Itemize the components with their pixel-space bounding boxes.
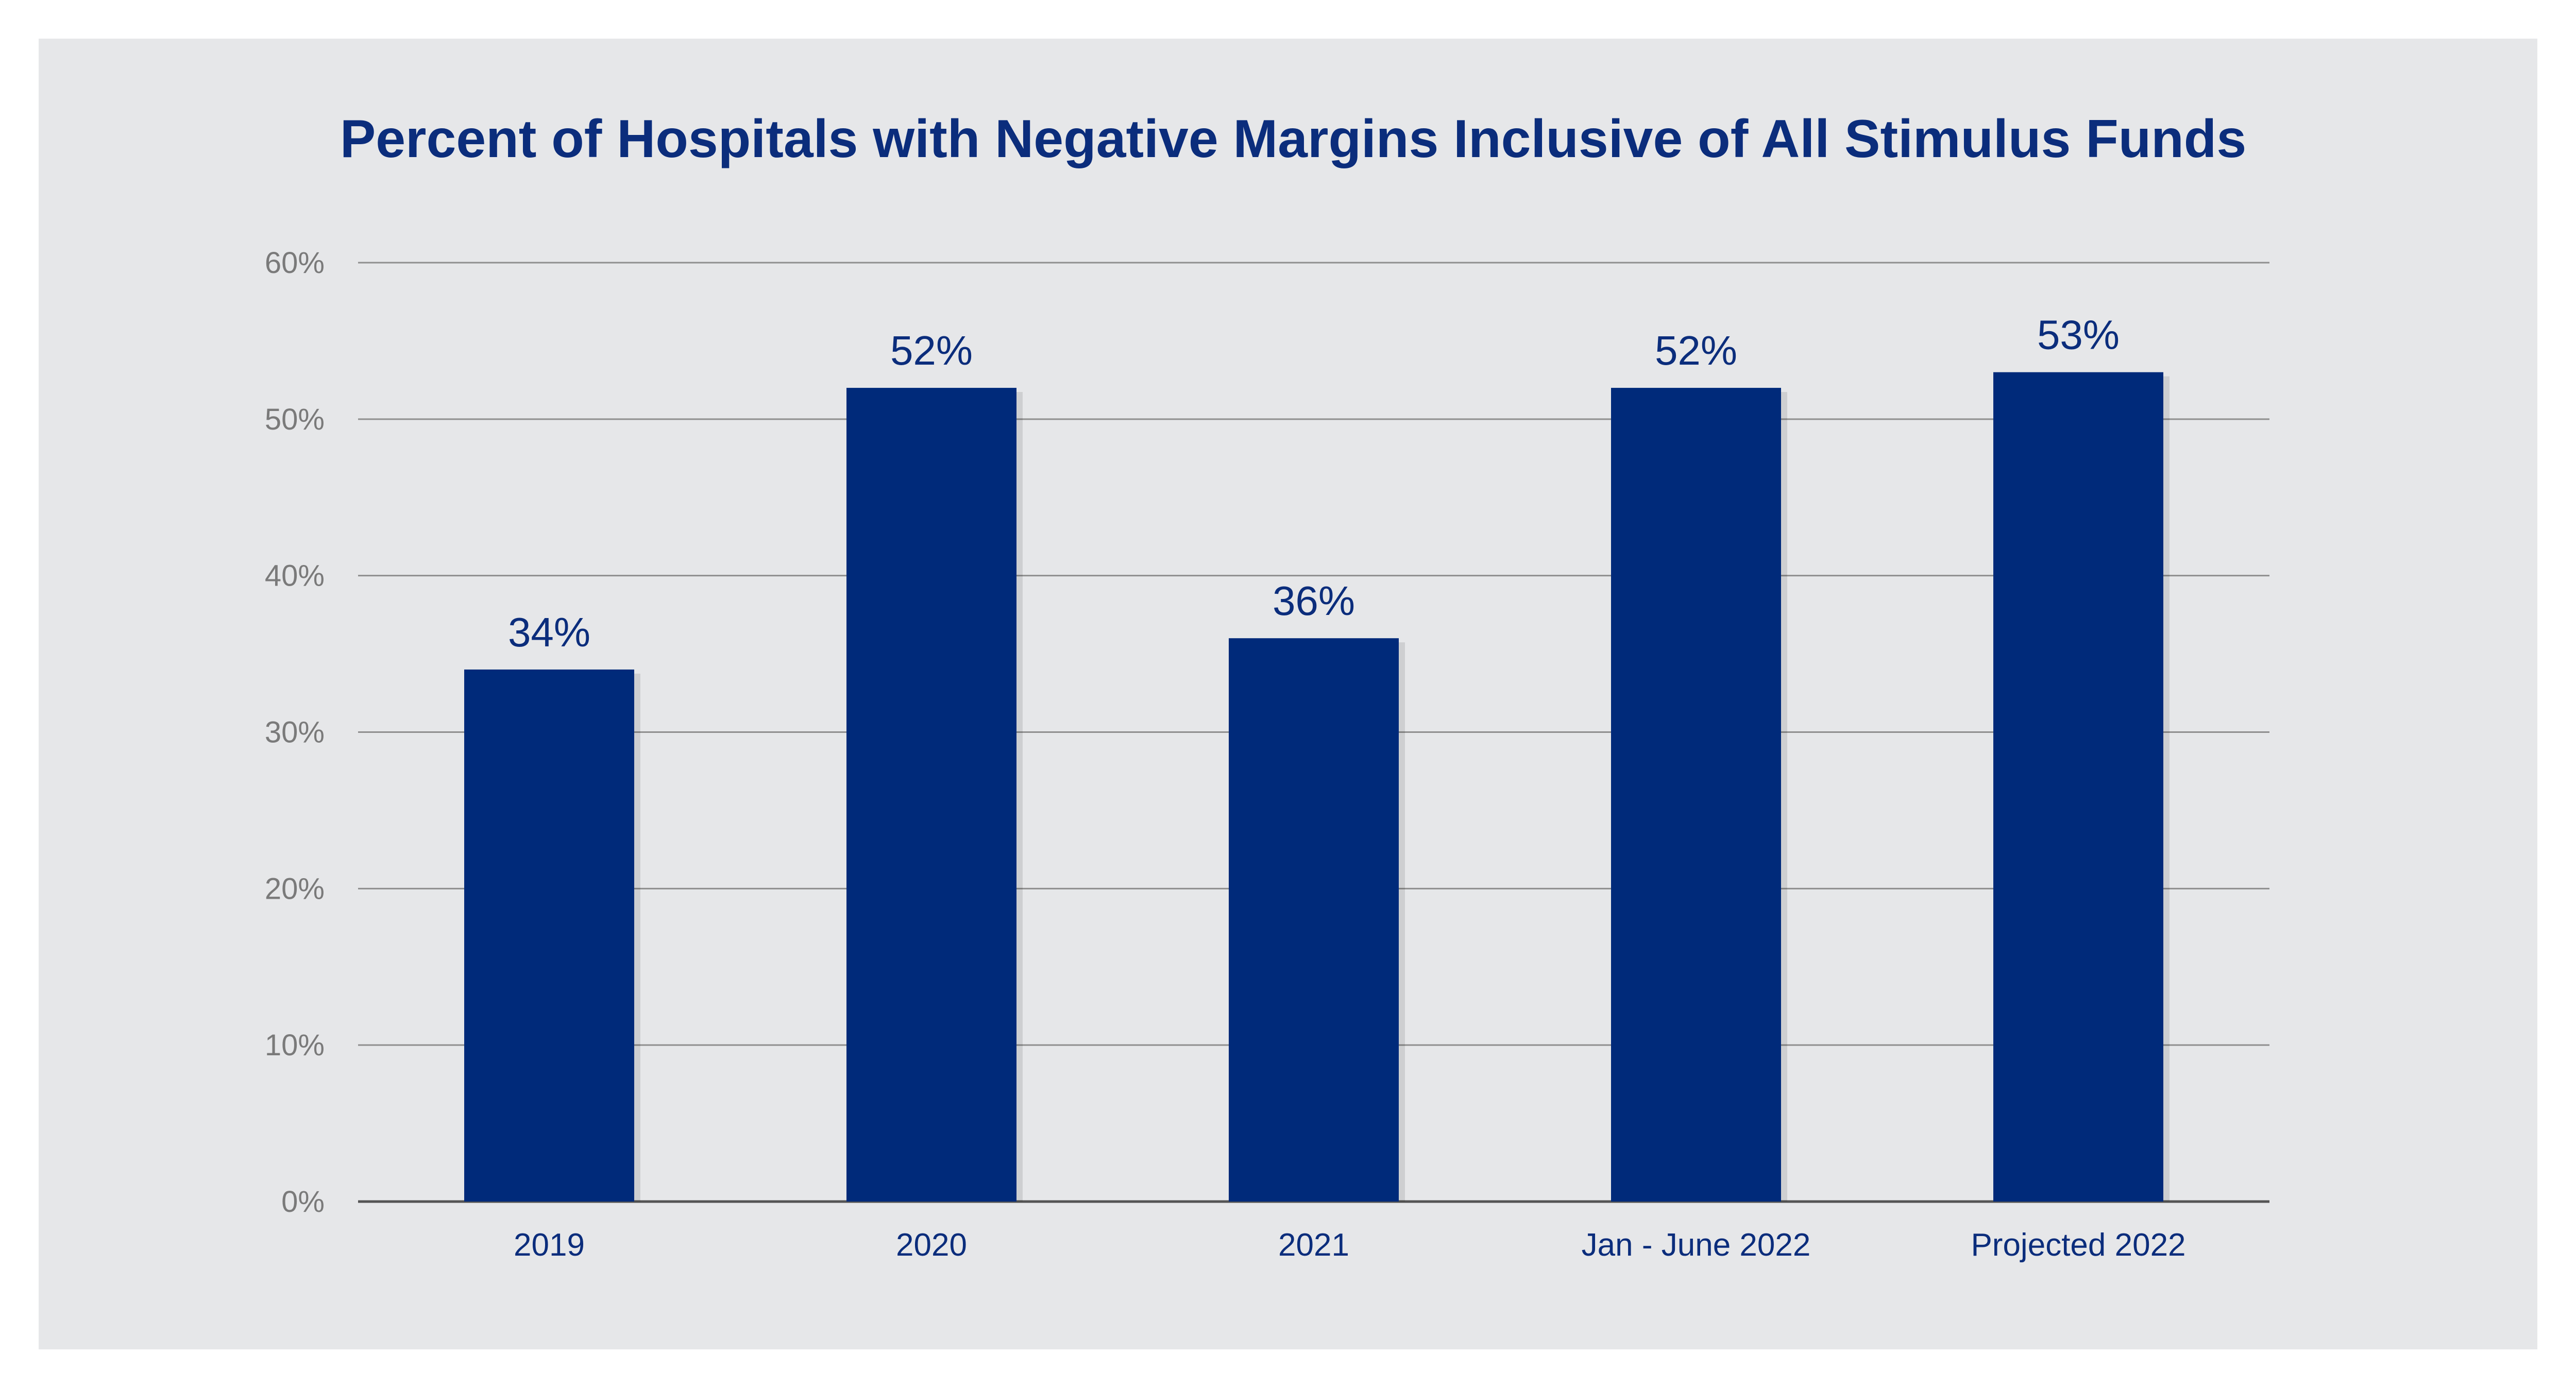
y-tick-label: 20% bbox=[265, 872, 325, 905]
bar bbox=[464, 669, 634, 1202]
bars bbox=[464, 372, 2170, 1202]
y-tick-label: 30% bbox=[265, 716, 325, 749]
chart-title: Percent of Hospitals with Negative Margi… bbox=[340, 109, 2246, 169]
y-tick-label: 40% bbox=[265, 559, 325, 593]
y-tick-label: 50% bbox=[265, 403, 325, 436]
data-label: 52% bbox=[890, 328, 973, 373]
x-axis-category-labels: 2019 2020 2021 Jan - June 2022 Projected 202… bbox=[514, 1227, 2186, 1263]
data-label: 52% bbox=[1655, 328, 1737, 373]
data-label: 36% bbox=[1273, 578, 1355, 624]
x-category-label: 2020 bbox=[896, 1227, 967, 1263]
x-category-label: Jan - June 2022 bbox=[1582, 1227, 1811, 1263]
x-category-label: 2019 bbox=[514, 1227, 585, 1263]
y-tick-label: 60% bbox=[265, 246, 325, 280]
y-tick-label: 0% bbox=[281, 1185, 325, 1219]
bar bbox=[1229, 638, 1399, 1202]
x-category-label: Projected 2022 bbox=[1971, 1227, 2185, 1263]
y-axis-tick-labels: 0% 10% 20% 30% 40% 50% 60% bbox=[265, 246, 325, 1219]
y-tick-label: 10% bbox=[265, 1029, 325, 1062]
data-label: 34% bbox=[508, 609, 590, 655]
data-labels: 34% 52% 36% 52% 53% bbox=[508, 312, 2120, 655]
bar bbox=[1611, 388, 1781, 1202]
x-category-label: 2021 bbox=[1278, 1227, 1349, 1263]
bar bbox=[846, 388, 1016, 1202]
data-label: 53% bbox=[2037, 312, 2120, 358]
bar bbox=[1993, 372, 2163, 1202]
